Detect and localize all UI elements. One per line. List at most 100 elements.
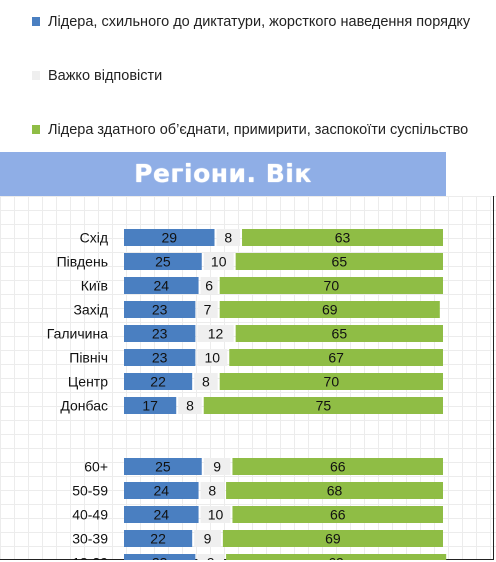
bar-unifier [219,373,443,390]
data-label-unifier: 63 [335,230,351,246]
category-label: Захід [73,302,108,318]
category-label: 40-49 [72,507,108,523]
bar-dictator [124,458,202,475]
bar-hard-to-say [194,530,221,547]
bar-unifier [235,325,443,342]
category-label: Південь [57,254,108,270]
bar-dictator [124,397,177,414]
bar-dictator [124,482,199,499]
bar-dictator [124,277,199,294]
legend-swatch-hard-to-say [32,71,40,80]
bar-dictator [124,554,196,562]
data-label-dictator: 23 [152,302,168,318]
data-label-hard-to-say: 8 [208,483,216,499]
category-label: Донбас [60,398,108,414]
bar-unifier [229,349,443,366]
legend-label-hard-to-say: Важко відповісти [48,68,163,84]
frame-line-right [493,196,494,562]
data-label-hard-to-say: 9 [213,459,221,475]
legend: Лідера, схильного до диктатури, жорстког… [0,0,496,150]
bar-unifier [226,482,443,499]
data-label-hard-to-say: 7 [204,302,212,318]
bar-hard-to-say [200,506,231,523]
data-label-hard-to-say: 12 [208,326,224,342]
bar-unifier [232,506,443,523]
bar-unifier [222,530,443,547]
bar-dictator [124,506,199,523]
bar-hard-to-say [194,373,218,390]
data-label-dictator: 17 [142,398,158,414]
data-label-hard-to-say: 8 [224,230,232,246]
section-banner: Регіони. Вік [0,152,446,196]
bar-unifier [242,229,443,246]
bar-hard-to-say [216,229,241,246]
bar-unifier [235,253,443,270]
legend-swatch-unifier [32,125,40,134]
category-label: Галичина [47,326,108,342]
bar-unifier [219,301,440,318]
bar-dictator [124,229,215,246]
category-label: 50-59 [72,483,108,499]
data-label-unifier: 65 [332,254,348,270]
data-label-dictator: 24 [153,507,169,523]
bar-hard-to-say [197,554,225,562]
data-label-unifier: 67 [328,350,344,366]
data-label-dictator: 25 [155,254,171,270]
bar-hard-to-say [203,458,231,475]
bar-hard-to-say [197,349,228,366]
data-label-unifier: 69 [322,302,338,318]
bar-hard-to-say [200,482,225,499]
bar-dictator [124,253,202,270]
data-label-unifier: 66 [330,459,346,475]
category-label: Центр [68,374,108,390]
data-label-hard-to-say: 8 [202,374,210,390]
data-label-dictator: 22 [150,374,166,390]
category-label: Північ [69,350,108,366]
bar-hard-to-say [178,397,202,414]
bar-dictator [124,325,196,342]
data-label-dictator: 25 [155,459,171,475]
data-label-dictator: 24 [153,483,169,499]
category-label: 18-29 [72,555,108,562]
bar-unifier [219,277,443,294]
data-label-unifier: 68 [327,483,343,499]
category-label: 30-39 [72,531,108,547]
category-label: Київ [81,278,108,294]
bar-hard-to-say [197,301,218,318]
data-label-hard-to-say: 6 [205,278,213,294]
data-label-dictator: 24 [153,278,169,294]
data-label-hard-to-say: 10 [211,254,227,270]
data-label-dictator: 23 [152,350,168,366]
bar-hard-to-say [203,253,234,270]
bar-dictator [124,530,193,547]
data-label-hard-to-say: 10 [208,507,224,523]
legend-label-unifier: Лідера здатного об’єднати, примирити, за… [48,122,469,138]
bar-unifier [232,458,443,475]
bar-unifier [226,554,447,562]
bar-unifier [203,397,443,414]
category-label: Схід [80,230,108,246]
data-label-unifier: 65 [332,326,348,342]
bar-dictator [124,349,196,366]
data-label-unifier: 70 [324,278,340,294]
data-label-unifier: 75 [316,398,332,414]
data-label-unifier: 70 [324,374,340,390]
bottom-crop-mask [0,560,496,562]
bar-dictator [124,373,193,390]
data-label-unifier: 66 [330,507,346,523]
section-title: Регіони. Вік [134,159,312,188]
data-label-hard-to-say: 9 [207,555,215,562]
data-label-dictator: 23 [152,326,168,342]
data-label-dictator: 29 [161,230,177,246]
data-label-hard-to-say: 10 [205,350,221,366]
legend-swatch-dictator [32,17,40,26]
data-label-hard-to-say: 9 [204,531,212,547]
data-label-unifier: 69 [328,555,344,562]
data-label-dictator: 22 [150,531,166,547]
category-label: 60+ [84,459,108,475]
bar-dictator [124,301,196,318]
data-label-hard-to-say: 8 [186,398,194,414]
data-label-unifier: 69 [325,531,341,547]
data-label-dictator: 23 [152,555,168,562]
